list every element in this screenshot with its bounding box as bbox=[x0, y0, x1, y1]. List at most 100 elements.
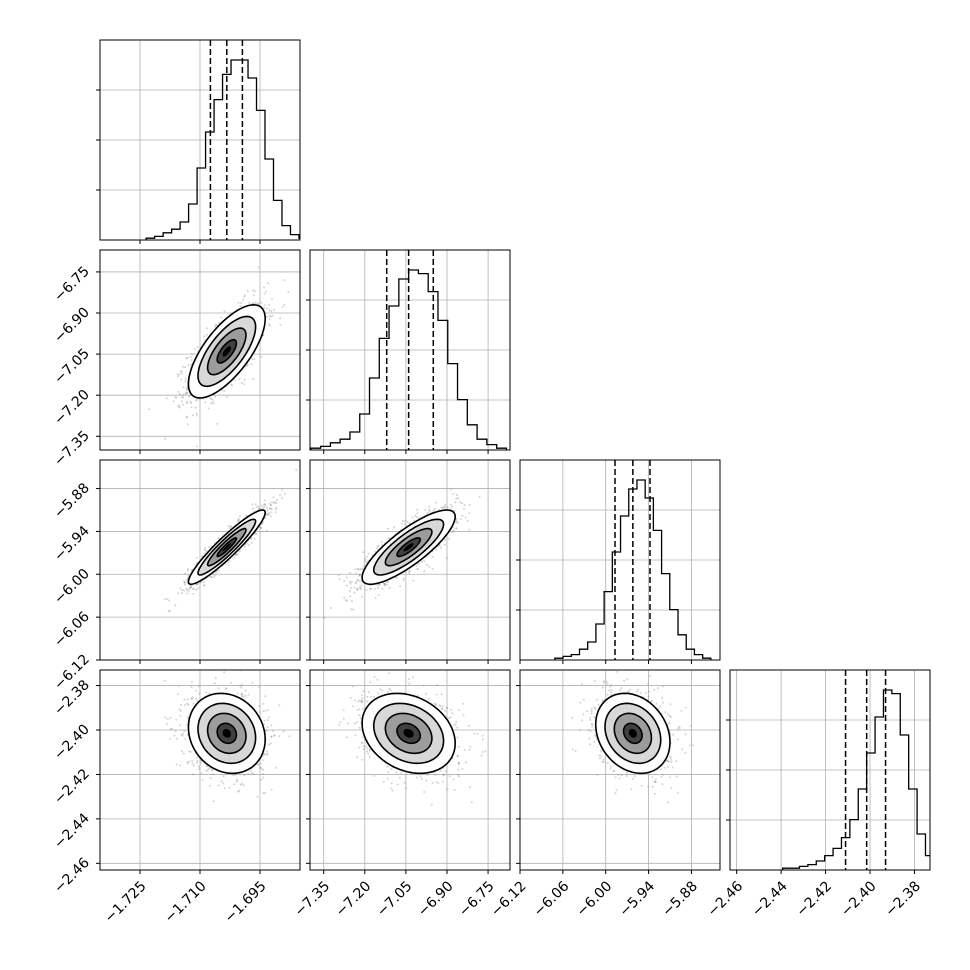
scatter-point bbox=[288, 735, 291, 738]
scatter-point bbox=[174, 730, 177, 733]
scatter-point bbox=[174, 396, 177, 399]
scatter-point bbox=[360, 588, 362, 590]
scatter-point bbox=[186, 357, 189, 359]
scatter-point bbox=[431, 555, 434, 558]
scatter-point bbox=[175, 396, 178, 399]
scatter-point bbox=[428, 508, 431, 511]
scatter-point bbox=[279, 317, 282, 320]
scatter-point bbox=[258, 766, 261, 769]
scatter-point bbox=[386, 583, 389, 586]
scatter-point bbox=[261, 772, 264, 775]
scatter-point bbox=[189, 400, 192, 403]
scatter-point bbox=[360, 584, 363, 587]
scatter-point bbox=[274, 511, 277, 514]
scatter-point bbox=[229, 527, 231, 530]
scatter-point bbox=[275, 507, 278, 509]
scatter-point bbox=[439, 546, 442, 549]
scatter-point bbox=[270, 735, 273, 738]
scatter-point bbox=[212, 402, 215, 405]
scatter-point bbox=[240, 683, 243, 686]
scatter-point bbox=[269, 324, 271, 327]
scatter-point bbox=[185, 587, 188, 590]
scatter-point bbox=[195, 412, 198, 415]
scatter-point bbox=[190, 352, 193, 355]
scatter-point bbox=[190, 680, 193, 683]
scatter-point bbox=[265, 530, 268, 532]
scatter-point bbox=[376, 547, 379, 550]
contour-2sigma bbox=[187, 509, 267, 586]
scatter-point bbox=[206, 768, 209, 771]
scatter-point bbox=[337, 574, 340, 577]
scatter-point bbox=[367, 552, 370, 555]
scatter-point bbox=[257, 302, 260, 305]
scatter-point bbox=[205, 333, 208, 336]
scatter-point bbox=[261, 507, 264, 510]
scatter-point bbox=[266, 753, 269, 756]
scatter-point bbox=[260, 301, 263, 304]
scatter-point bbox=[262, 776, 265, 779]
scatter-point bbox=[343, 596, 346, 599]
scatter-point bbox=[266, 315, 268, 318]
scatter-point bbox=[266, 514, 269, 517]
scatter-point bbox=[179, 587, 182, 590]
scatter-point bbox=[190, 686, 193, 688]
scatter-point bbox=[377, 584, 379, 587]
scatter-point bbox=[260, 778, 263, 781]
scatter-point bbox=[458, 501, 461, 504]
scatter-point bbox=[253, 290, 256, 293]
scatter-point bbox=[348, 580, 351, 583]
scatter-point bbox=[228, 559, 231, 562]
scatter-point bbox=[266, 726, 269, 729]
scatter-point bbox=[214, 395, 217, 398]
panel-frame bbox=[309, 459, 511, 661]
scatter-point bbox=[241, 693, 244, 696]
scatter-point bbox=[192, 587, 195, 590]
scatter-point bbox=[190, 697, 193, 700]
scatter-point bbox=[177, 405, 180, 408]
scatter-point bbox=[269, 742, 272, 745]
scatter-point bbox=[211, 769, 214, 772]
scatter-point bbox=[268, 716, 270, 719]
scatter-point bbox=[178, 406, 181, 409]
scatter-point bbox=[356, 589, 359, 592]
scatter-point bbox=[253, 294, 256, 297]
scatter-point bbox=[263, 286, 265, 289]
scatter-point bbox=[178, 373, 181, 376]
scatter-point bbox=[260, 504, 263, 507]
scatter-point bbox=[203, 584, 206, 587]
scatter-point bbox=[359, 568, 361, 571]
scatter-point bbox=[377, 545, 380, 548]
scatter-point bbox=[267, 282, 270, 285]
scatter-point bbox=[271, 501, 274, 504]
scatter-point bbox=[195, 556, 198, 559]
scatter-point bbox=[459, 518, 462, 521]
scatter-point bbox=[466, 519, 469, 522]
scatter-point bbox=[383, 583, 386, 586]
scatter-point bbox=[435, 501, 438, 504]
scatter-point bbox=[452, 529, 455, 531]
scatter-point bbox=[209, 397, 212, 400]
scatter-point bbox=[263, 304, 266, 307]
scatter-point bbox=[196, 583, 199, 586]
scatter-point bbox=[387, 537, 390, 540]
scatter-point bbox=[447, 537, 450, 540]
scatter-point bbox=[432, 509, 435, 512]
scatter-point bbox=[196, 760, 199, 763]
scatter-point bbox=[181, 732, 184, 735]
scatter-point bbox=[269, 504, 272, 507]
scatter-point bbox=[203, 549, 206, 551]
scatter-point bbox=[228, 786, 231, 789]
scatter-point bbox=[220, 316, 223, 319]
panel-frame bbox=[519, 459, 721, 661]
scatter-point bbox=[421, 560, 424, 563]
scatter-point bbox=[189, 586, 192, 589]
scatter-point bbox=[370, 587, 373, 590]
scatter-point bbox=[179, 393, 181, 396]
scatter-point bbox=[453, 509, 456, 512]
scatter-point bbox=[211, 401, 214, 404]
scatter-point bbox=[240, 301, 243, 304]
scatter-point bbox=[166, 598, 169, 600]
scatter-point bbox=[196, 346, 199, 349]
scatter-point bbox=[196, 699, 199, 702]
scatter-point bbox=[191, 414, 194, 417]
